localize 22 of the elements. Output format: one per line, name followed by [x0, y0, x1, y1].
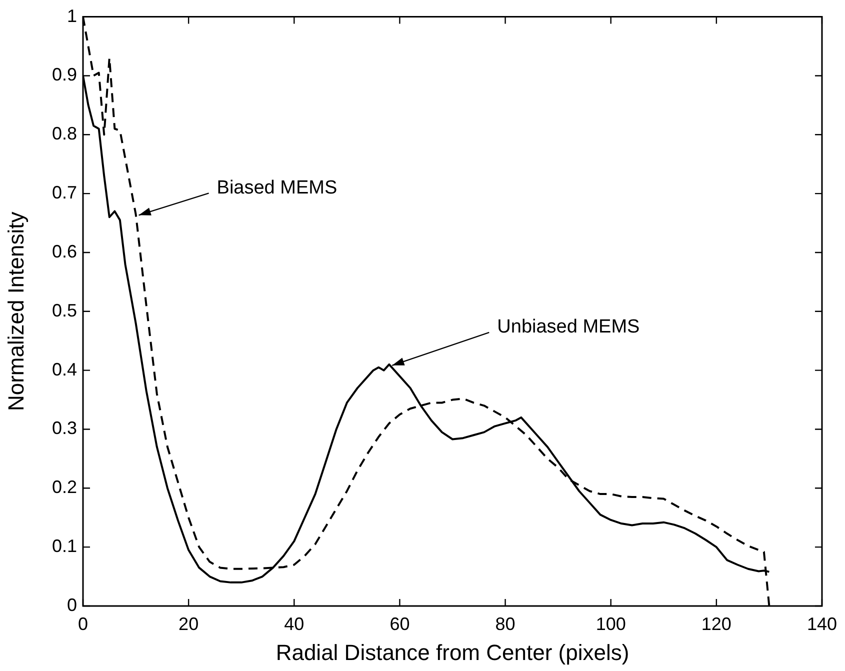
y-axis-title: Normalized Intensity: [3, 212, 28, 412]
x-tick-label: 100: [596, 614, 626, 634]
y-tick-label: 0.5: [52, 300, 77, 320]
y-tick-label: 0.9: [52, 64, 77, 85]
x-tick-label: 40: [284, 614, 304, 634]
y-tick-label: 0: [66, 594, 77, 615]
y-tick-label: 0.7: [52, 182, 77, 203]
annotation: Unbiased MEMS: [497, 316, 640, 338]
x-axis-title: Radial Distance from Center (pixels): [276, 640, 630, 665]
annotation: Biased MEMS: [216, 177, 338, 198]
x-tick-label: 140: [806, 614, 838, 634]
y-tick-label: 0.1: [52, 536, 77, 556]
x-tick-label: 20: [178, 614, 199, 634]
y-tick-label: 0.6: [52, 241, 77, 262]
x-tick-label: 80: [495, 614, 516, 634]
y-tick-label: 1: [66, 6, 77, 26]
x-tick-label: 60: [390, 614, 410, 634]
y-tick-label: 0.8: [52, 124, 77, 144]
y-tick-label: 0.2: [52, 477, 77, 498]
x-tick-label: 120: [701, 614, 732, 634]
y-tick-label: 0.4: [52, 359, 77, 380]
y-tick-label: 0.3: [52, 418, 77, 438]
